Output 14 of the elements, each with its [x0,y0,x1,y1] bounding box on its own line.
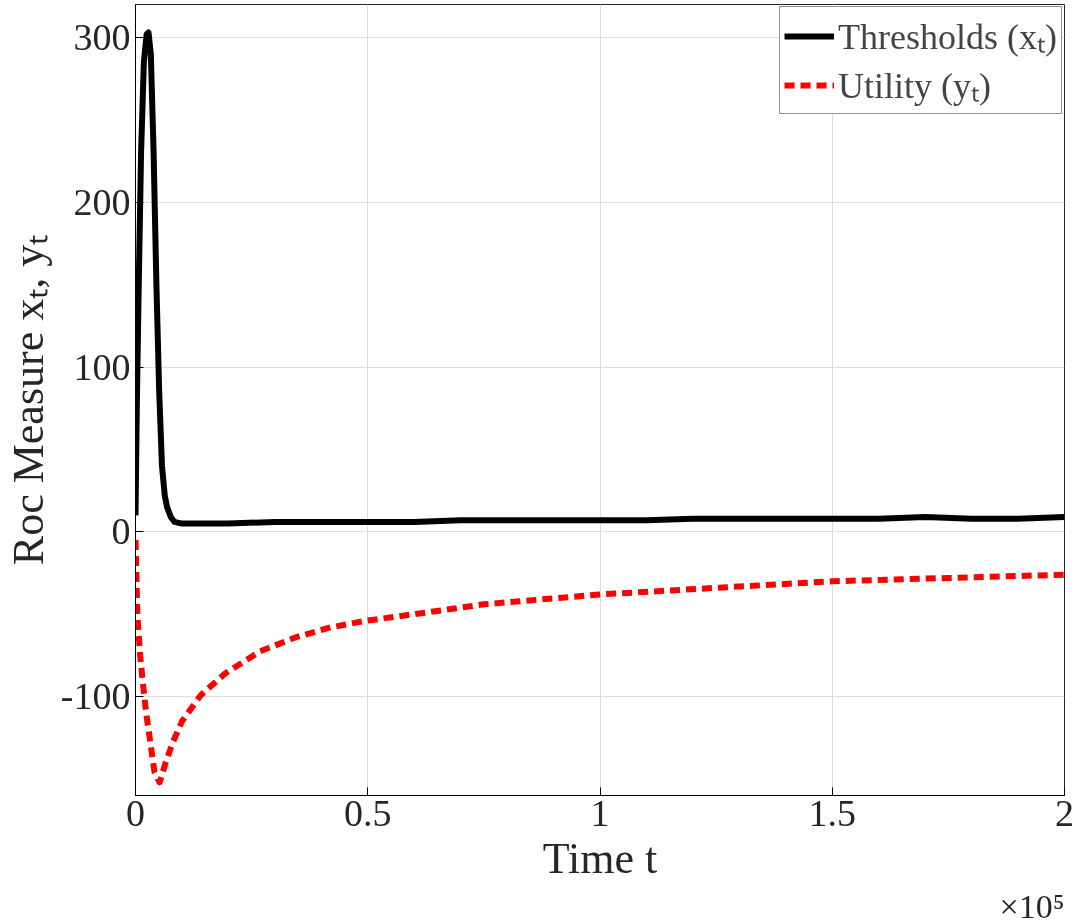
x-tick-label: 2 [1055,791,1074,834]
y-tick-label: 300 [73,15,131,58]
x-tick-label: 1 [590,791,610,834]
y-tick-label: 200 [73,180,131,223]
y-tick-label: 0 [111,510,131,553]
x-tick-label: 0.5 [344,791,392,834]
y-axis-title: Roc Measure xₜ, yₜ [3,234,53,566]
y-tick-label: 100 [73,345,131,388]
text: ×10⁵ [999,887,1065,924]
x-tick-label: 1.5 [808,791,856,834]
legend-label: Utility (yₜ) [838,65,992,108]
x-axis-title: Time t [542,833,658,883]
legend-label: Thresholds (xₜ) [838,16,1057,59]
y-tick-label: -100 [60,675,131,718]
